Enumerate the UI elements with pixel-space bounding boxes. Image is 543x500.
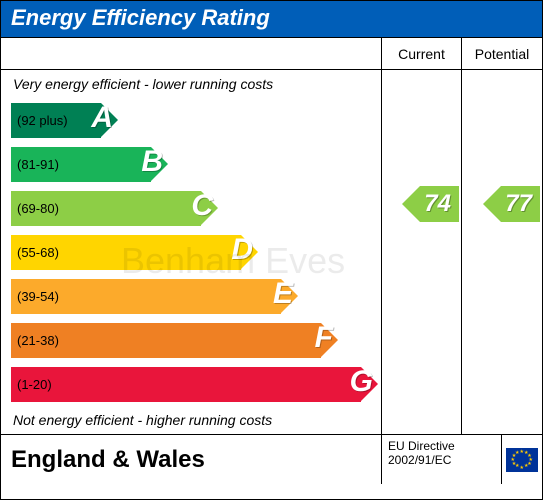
- header-spacer: [1, 38, 382, 70]
- band-bar-b: (81-91)B: [11, 147, 151, 182]
- eu-star: ★: [524, 463, 528, 469]
- header-potential: Potential: [462, 38, 542, 70]
- directive-line2: 2002/91/EC: [388, 453, 495, 467]
- band-row-g: (1-20) G: [11, 362, 381, 406]
- band-range: (21-38): [17, 333, 59, 348]
- band-range: (1-20): [17, 377, 52, 392]
- band-range: (55-68): [17, 245, 59, 260]
- band-range: (39-54): [17, 289, 59, 304]
- potential-arrow-value: 77: [501, 186, 540, 222]
- band-bar-e: (39-54)E: [11, 279, 281, 314]
- table: Current Potential Very energy efficient …: [1, 37, 542, 434]
- band-letter: C: [191, 189, 213, 223]
- header-current: Current: [382, 38, 462, 70]
- band-range: (81-91): [17, 157, 59, 172]
- band-range: (69-80): [17, 201, 59, 216]
- header-row: Current Potential: [1, 38, 542, 70]
- band-row-e: (39-54) E: [11, 274, 381, 318]
- directive-line1: EU Directive: [388, 439, 495, 453]
- band-bar-d: (55-68)D: [11, 235, 241, 270]
- current-arrow: 74: [402, 186, 459, 222]
- bands-area: Very energy efficient - lower running co…: [1, 70, 382, 434]
- band-letter: F: [315, 321, 333, 355]
- eu-star: ★: [520, 465, 524, 471]
- current-arrow-tip: [402, 186, 420, 222]
- eu-flag-cell: ★★★★★★★★★★★★: [502, 435, 542, 484]
- band-row-a: (92 plus) A: [11, 98, 381, 142]
- band-letter: A: [91, 101, 113, 135]
- current-column: 74: [382, 70, 462, 434]
- footer-region: England & Wales: [1, 435, 382, 484]
- band-bar-a: (92 plus)A: [11, 103, 101, 138]
- footer-directive: EU Directive 2002/91/EC: [382, 435, 502, 484]
- title-text: Energy Efficiency Rating: [11, 5, 270, 30]
- band-letter: D: [231, 233, 253, 267]
- band-row-c: (69-80) C: [11, 186, 381, 230]
- band-bar-f: (21-38)F: [11, 323, 321, 358]
- eu-star: ★: [515, 450, 519, 456]
- title-bar: Energy Efficiency Rating: [1, 1, 542, 37]
- band-bar-c: (69-80)C: [11, 191, 201, 226]
- bottom-caption: Not energy efficient - higher running co…: [11, 406, 381, 430]
- top-caption: Very energy efficient - lower running co…: [11, 74, 381, 98]
- band-row-d: (55-68) D: [11, 230, 381, 274]
- band-row-b: (81-91) B: [11, 142, 381, 186]
- band-bar-g: (1-20)G: [11, 367, 361, 402]
- band-letter: G: [350, 365, 373, 399]
- potential-arrow-tip: [483, 186, 501, 222]
- body-row: Very energy efficient - lower running co…: [1, 70, 542, 434]
- band-letter: E: [273, 277, 293, 311]
- potential-column: 77: [462, 70, 542, 434]
- band-row-f: (21-38) F: [11, 318, 381, 362]
- potential-arrow: 77: [483, 186, 540, 222]
- band-range: (92 plus): [17, 113, 68, 128]
- epc-chart: Energy Efficiency Rating Current Potenti…: [0, 0, 543, 500]
- current-arrow-value: 74: [420, 186, 459, 222]
- footer: England & Wales EU Directive 2002/91/EC …: [1, 434, 542, 484]
- band-letter: B: [141, 145, 163, 179]
- eu-flag-icon: ★★★★★★★★★★★★: [506, 448, 538, 472]
